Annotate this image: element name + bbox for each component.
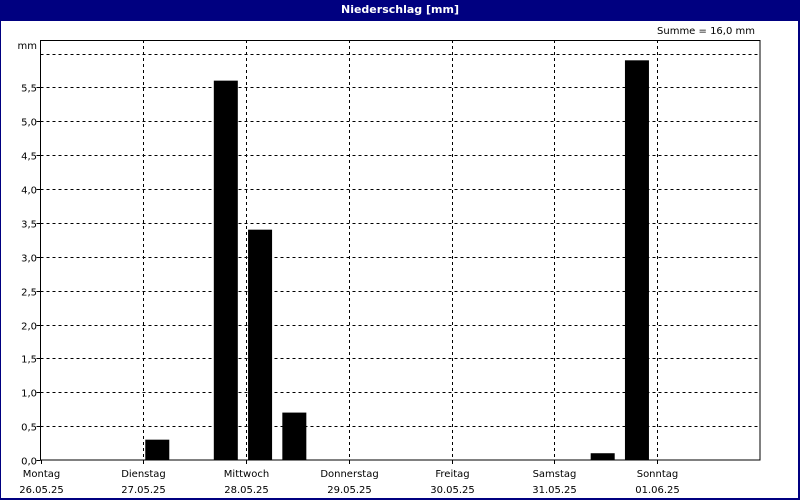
y-tick-label: 2,5	[21, 288, 37, 299]
x-day-label: Donnerstag	[320, 469, 378, 480]
bar	[624, 60, 649, 461]
x-date-label: 28.05.25	[224, 485, 269, 496]
x-date-label: 31.05.25	[532, 485, 577, 496]
y-tick-label: 2,0	[21, 322, 37, 333]
x-day-label: Sonntag	[637, 469, 679, 480]
bar	[590, 453, 615, 460]
bar	[282, 412, 307, 460]
y-tick-label: 0,0	[21, 457, 37, 468]
y-tick-label: 3,5	[21, 220, 37, 231]
bar	[145, 439, 170, 460]
x-date-label: 30.05.25	[430, 485, 475, 496]
y-tick-label: 1,5	[21, 355, 37, 366]
x-day-label: Samstag	[533, 469, 577, 480]
y-tick-label: 4,5	[21, 152, 37, 163]
y-axis-unit: mm	[18, 41, 37, 52]
y-tick-label: 1,0	[21, 389, 37, 400]
x-date-label: 01.06.25	[635, 485, 680, 496]
x-day-label: Mittwoch	[224, 469, 269, 480]
y-tick-label: 5,0	[21, 118, 37, 129]
x-date-label: 29.05.25	[327, 485, 372, 496]
window-title: Niederschlag [mm]	[341, 3, 459, 16]
bar	[213, 80, 238, 460]
chart-panel	[1, 21, 798, 498]
y-tick-label: 0,5	[21, 423, 37, 434]
x-day-label: Dienstag	[121, 469, 166, 480]
x-day-label: Montag	[23, 469, 60, 480]
bar	[248, 229, 273, 460]
y-tick-label: 5,5	[21, 84, 37, 95]
x-date-label: 26.05.25	[19, 485, 64, 496]
y-tick-label: 3,0	[21, 254, 37, 265]
sum-annotation: Summe = 16,0 mm	[657, 26, 755, 37]
y-tick-label: 4,0	[21, 186, 37, 197]
plot-frame	[40, 40, 761, 461]
x-date-label: 27.05.25	[121, 485, 166, 496]
x-day-label: Freitag	[435, 469, 469, 480]
